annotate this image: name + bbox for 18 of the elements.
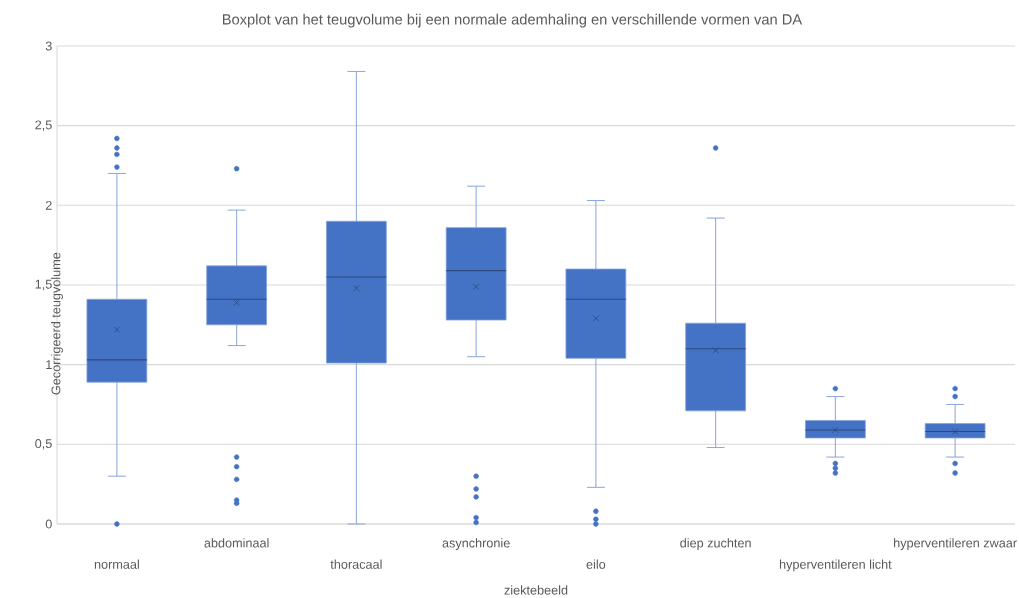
x-tick-label: abdominaal [204, 538, 269, 548]
x-tick-label: hyperventileren licht [779, 559, 892, 572]
y-tick-label: 1,5 [35, 279, 52, 291]
x-axis-title: ziektebeeld [504, 585, 568, 595]
x-tick-label: hyperventileren zwaar [894, 538, 1017, 550]
x-tick-label: eilo [586, 559, 606, 569]
y-tick-label: 2 [45, 200, 52, 210]
y-tick-label: 3 [45, 41, 52, 51]
chart-title: Boxplot van het teugvolume bij een normale ademhaling en verschillende vormen van DA [222, 13, 803, 28]
y-tick-label: 0 [45, 519, 52, 529]
y-tick-label: 1 [46, 360, 52, 370]
x-tick-label: thoracaal [330, 559, 382, 569]
y-tick-label: 0,5 [35, 439, 52, 450]
y-axis-title: Gecorrigeerd teugvolume [51, 252, 63, 395]
x-tick-label: diep zuchten [680, 538, 751, 550]
y-tick-label: 2,5 [35, 120, 52, 131]
x-tick-label: normaal [94, 559, 139, 569]
x-tick-label: asynchronie [442, 538, 510, 550]
